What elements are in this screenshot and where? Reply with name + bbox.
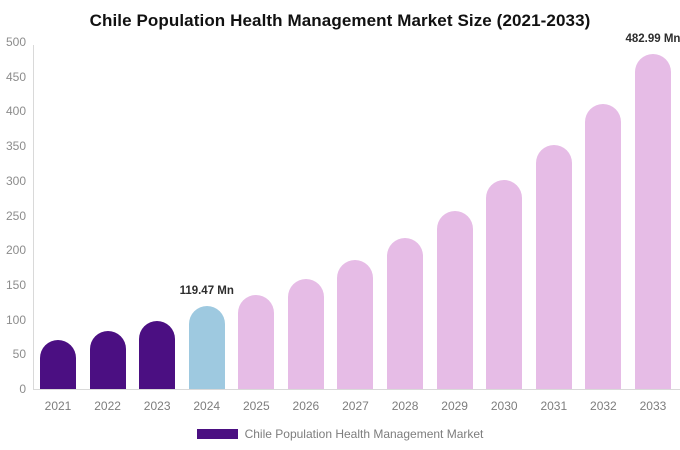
data-label-2024: 119.47 Mn bbox=[179, 285, 234, 298]
y-tick-label: 100 bbox=[5, 312, 26, 327]
bar-2028 bbox=[387, 237, 424, 389]
y-axis-line bbox=[33, 45, 34, 389]
y-tick-label: 200 bbox=[5, 243, 26, 258]
x-tick-label: 2026 bbox=[292, 399, 320, 413]
bar-2022 bbox=[89, 330, 126, 389]
y-tick-label: 150 bbox=[5, 277, 26, 292]
y-tick-label: 350 bbox=[5, 139, 26, 154]
x-tick-label: 2028 bbox=[391, 399, 419, 413]
y-tick-label: 400 bbox=[5, 104, 26, 119]
x-tick-label: 2029 bbox=[441, 399, 468, 413]
bar-2023 bbox=[139, 320, 176, 389]
bar-2025 bbox=[238, 294, 275, 389]
x-tick-label: 2021 bbox=[44, 399, 72, 413]
bar-2021 bbox=[40, 340, 76, 389]
x-tick-label: 2032 bbox=[590, 399, 617, 413]
x-tick-label: 2025 bbox=[242, 399, 270, 413]
bar-2031 bbox=[535, 145, 572, 389]
y-tick-label: 250 bbox=[5, 208, 26, 223]
y-tick-label: 300 bbox=[5, 173, 26, 188]
x-tick-label: 2027 bbox=[342, 399, 369, 413]
data-label-2033: 482.99 Mn bbox=[625, 32, 680, 45]
bar-2030 bbox=[486, 180, 523, 389]
legend-label: Chile Population Health Management Marke… bbox=[244, 427, 484, 441]
y-tick-label: 50 bbox=[12, 347, 26, 362]
y-tick-label: 0 bbox=[19, 382, 26, 396]
legend-swatch bbox=[196, 429, 238, 439]
x-axis-line bbox=[33, 389, 680, 390]
bar-2024 bbox=[188, 306, 225, 389]
bar-2026 bbox=[287, 278, 324, 389]
y-tick-label: 450 bbox=[5, 69, 26, 84]
legend: Chile Population Health Management Marke… bbox=[0, 426, 680, 442]
x-tick-label: 2031 bbox=[540, 399, 568, 413]
bar-2033 bbox=[634, 53, 671, 389]
x-tick-label: 2033 bbox=[639, 399, 667, 413]
bar-2032 bbox=[585, 104, 622, 389]
x-tick-label: 2022 bbox=[94, 399, 121, 413]
y-tick-label: 500 bbox=[5, 35, 26, 49]
x-tick-label: 2030 bbox=[490, 399, 518, 413]
bar-2029 bbox=[436, 210, 473, 389]
x-tick-label: 2023 bbox=[143, 399, 171, 413]
chart-title: Chile Population Health Management Marke… bbox=[89, 11, 591, 30]
x-tick-label: 2024 bbox=[193, 399, 221, 413]
bar-2027 bbox=[337, 259, 374, 389]
